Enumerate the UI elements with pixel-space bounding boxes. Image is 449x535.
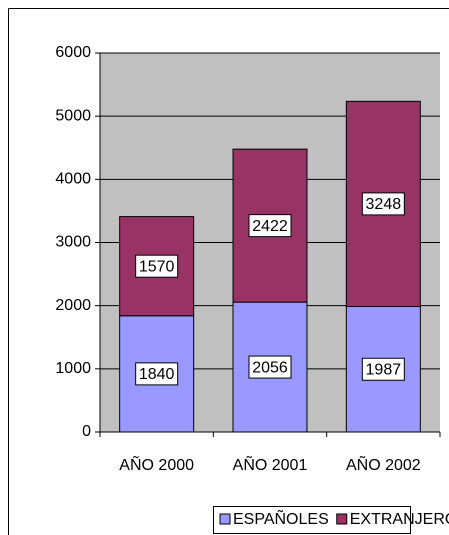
data-label-box (135, 254, 179, 278)
legend-box (213, 506, 411, 534)
legend-label: ESPAÑOLES (233, 508, 329, 528)
y-tick-label: 6000 (55, 44, 91, 61)
data-label: 1987 (366, 361, 402, 378)
data-label: 1840 (139, 366, 175, 383)
legend-swatch (219, 513, 231, 525)
data-label: 1570 (139, 258, 175, 275)
y-tick-label: 3000 (55, 234, 91, 251)
data-label-box (361, 357, 405, 381)
data-label: 2422 (252, 218, 288, 235)
data-label-box (248, 355, 292, 379)
y-tick-label: 2000 (55, 297, 91, 314)
y-tick-label: 0 (82, 423, 91, 440)
data-label: 2056 (252, 359, 288, 376)
x-tick-label: AÑO 2001 (233, 454, 308, 474)
y-tick-label: 5000 (55, 107, 91, 124)
y-tick-label: 4000 (55, 171, 91, 188)
data-label-box (361, 192, 405, 216)
data-label-box (248, 214, 292, 238)
legend-label: EXTRANJEROS (350, 511, 449, 528)
data-label-box (135, 362, 179, 386)
data-label: 3248 (366, 196, 402, 213)
x-tick-label: AÑO 2002 (346, 454, 421, 474)
x-tick-label: AÑO 2000 (119, 454, 194, 474)
legend-swatch (336, 513, 348, 525)
y-tick-label: 1000 (55, 360, 91, 377)
